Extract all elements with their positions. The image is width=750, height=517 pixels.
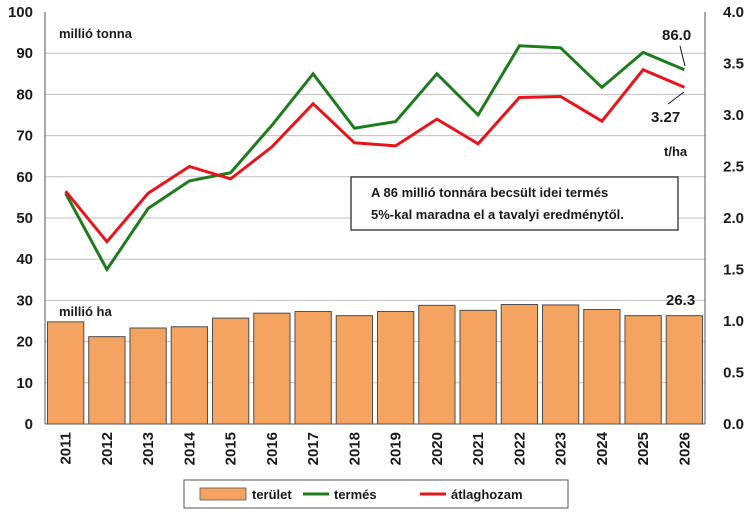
x-tick-label: 2026 <box>676 432 693 465</box>
left-tick-label: 60 <box>16 169 33 186</box>
legend-label-termes: termés <box>334 487 377 502</box>
hozam-callout-leader <box>667 91 685 105</box>
bar-terulet <box>624 315 662 425</box>
x-tick-label: 2014 <box>181 431 198 465</box>
left-tick-label: 90 <box>16 45 33 62</box>
bars <box>46 304 704 425</box>
x-tick-label: 2017 <box>305 432 322 465</box>
right-unit-label: t/ha <box>664 144 688 159</box>
right-tick-label: 1.5 <box>723 262 744 279</box>
line-termes <box>64 44 685 273</box>
bar-terulet <box>88 336 126 425</box>
x-tick-label: 2016 <box>264 432 281 465</box>
x-tick-label: 2019 <box>388 432 405 465</box>
right-tick-label: 3.0 <box>723 107 744 124</box>
left-tick-label: 30 <box>16 292 33 309</box>
left-tick-label: 70 <box>16 128 33 145</box>
line-atlaghozam <box>64 67 685 245</box>
right-tick-label: 2.0 <box>723 210 744 227</box>
left-tick-label: 40 <box>16 251 33 268</box>
terulet-last-callout: 26.3 <box>666 292 695 309</box>
x-tick-label: 2023 <box>553 432 570 465</box>
right-axis-ticks: 0.0 0.5 1.0 1.5 2.0 2.5 3.0 3.5 4.0 <box>723 4 744 433</box>
left-tick-label: 20 <box>16 334 33 351</box>
right-tick-label: 0.0 <box>723 416 744 433</box>
left-axis-ticks: 0 10 20 30 40 50 60 70 80 90 100 <box>8 4 33 433</box>
x-tick-label: 2011 <box>58 432 75 465</box>
bar-terulet <box>459 309 497 425</box>
right-tick-label: 1.0 <box>723 313 744 330</box>
left-unit-top-label: millió tonna <box>59 26 133 41</box>
bar-terulet <box>294 311 332 425</box>
legend-swatch-terulet <box>199 487 247 501</box>
legend-label-terulet: terület <box>252 487 292 502</box>
bar-terulet <box>129 327 167 425</box>
left-unit-bottom-label: millió ha <box>59 304 113 319</box>
right-tick-label: 0.5 <box>723 365 744 382</box>
left-tick-label: 100 <box>8 4 33 21</box>
note-box-frame <box>350 176 679 231</box>
x-axis-ticks: 2011 2012 2013 2014 2015 2016 2017 2018 2019 2020… <box>58 431 694 465</box>
bar-terulet <box>583 308 621 425</box>
legend-label-atlaghozam: átlaghozam <box>451 487 523 502</box>
x-tick-label: 2012 <box>99 432 116 465</box>
x-tick-label: 2020 <box>429 432 446 465</box>
note-line-1: A 86 millió tonnára becsült idei termés <box>371 185 608 200</box>
x-tick-label: 2024 <box>594 431 611 465</box>
right-tick-label: 2.5 <box>723 159 744 176</box>
x-tick-label: 2013 <box>140 432 157 465</box>
legend-frame <box>183 479 569 509</box>
bar-terulet <box>211 317 250 425</box>
bar-terulet <box>335 315 374 425</box>
bar-terulet <box>46 321 85 425</box>
axes <box>44 12 706 425</box>
bar-terulet <box>418 304 456 425</box>
x-tick-label: 2015 <box>223 432 240 465</box>
bar-terulet <box>500 304 539 425</box>
bar-terulet <box>253 312 291 425</box>
note-box: A 86 millió tonnára becsült idei termés … <box>350 176 679 231</box>
x-tick-label: 2025 <box>635 432 652 465</box>
legend: terület termés átlaghozam <box>183 479 569 509</box>
left-tick-label: 10 <box>16 375 33 392</box>
right-tick-label: 3.5 <box>723 56 744 73</box>
x-tick-label: 2021 <box>470 432 487 465</box>
termes-callout-leader <box>679 45 686 67</box>
left-tick-label: 0 <box>25 416 33 433</box>
note-line-2: 5%-kal maradna el a tavalyi eredménytől. <box>371 207 624 222</box>
bar-terulet <box>665 315 704 425</box>
termes-last-callout: 86.0 <box>662 27 691 44</box>
x-tick-label: 2022 <box>511 432 528 465</box>
bar-terulet <box>170 326 209 425</box>
lines <box>64 44 685 273</box>
left-tick-label: 50 <box>16 210 33 227</box>
hozam-last-callout: 3.27 <box>651 109 680 126</box>
x-tick-label: 2018 <box>346 432 363 465</box>
bar-terulet <box>541 304 580 425</box>
bar-terulet <box>376 311 415 425</box>
left-tick-label: 80 <box>16 86 33 103</box>
right-tick-label: 4.0 <box>723 4 744 21</box>
